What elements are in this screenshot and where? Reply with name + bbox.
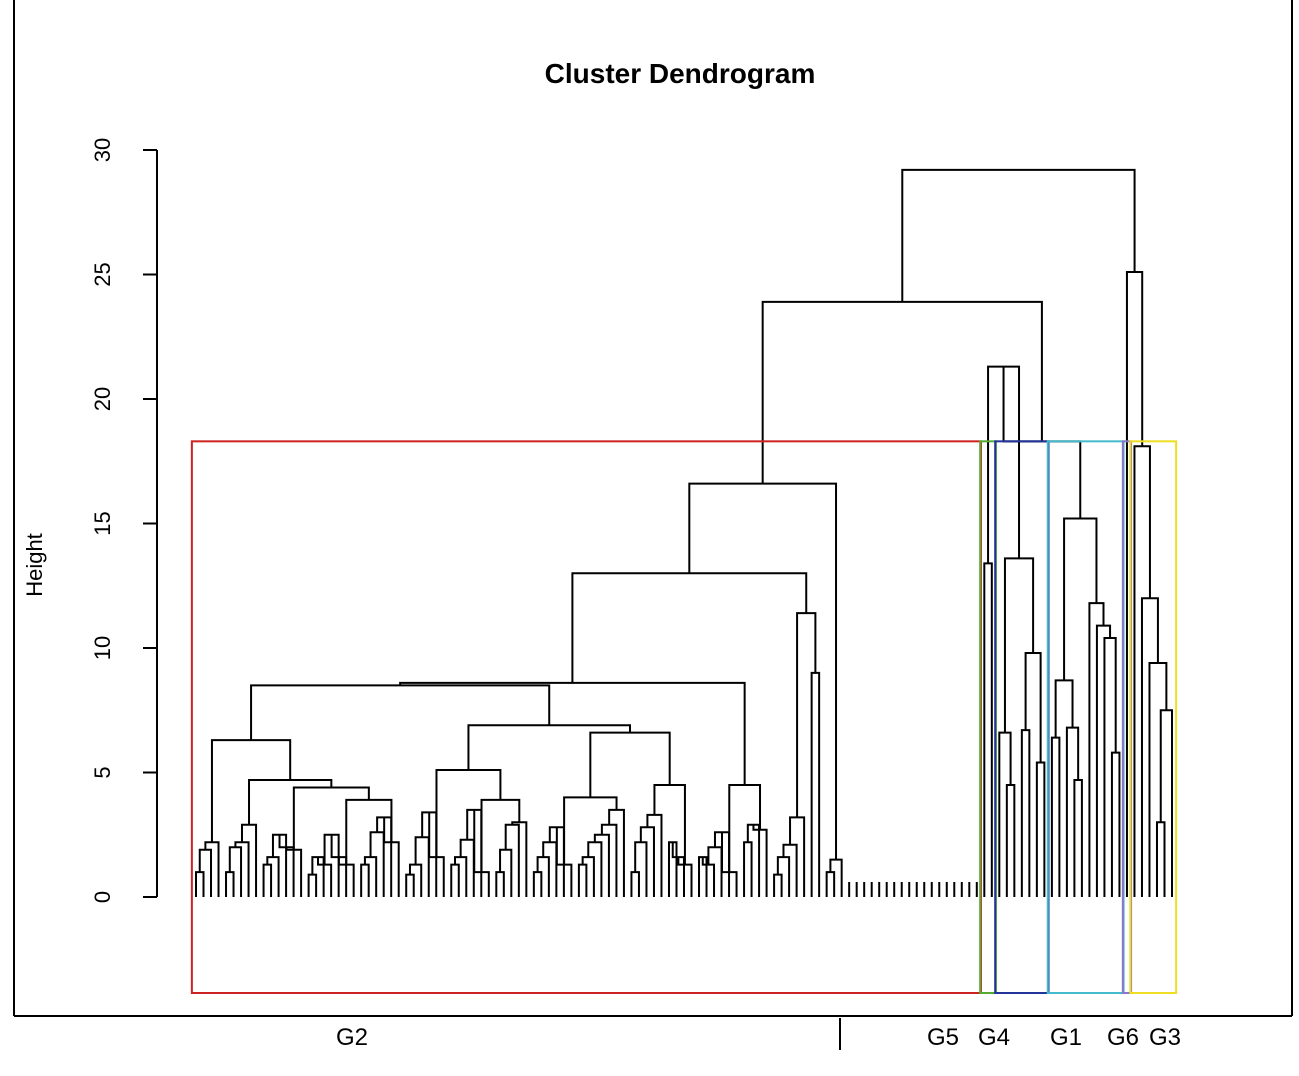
merge-branch <box>743 841 753 897</box>
merge-branch <box>195 871 205 897</box>
merge-branch <box>363 856 378 897</box>
y-tick-label-0: 0 <box>90 891 115 903</box>
merge-branch <box>901 168 1136 302</box>
merge-branch <box>1035 761 1046 897</box>
merge-branch <box>250 684 551 741</box>
merge-branch <box>1020 729 1031 897</box>
y-tick-label-30: 30 <box>90 138 115 162</box>
y-tick-label-10: 10 <box>90 636 115 660</box>
merge-branch <box>634 841 648 897</box>
merge-branch <box>210 739 292 843</box>
y-axis-label: Height <box>22 533 47 597</box>
chart-title: Cluster Dendrogram <box>545 58 816 89</box>
merge-branch <box>825 871 836 897</box>
y-tick-label-25: 25 <box>90 262 115 286</box>
merge-branch <box>1005 783 1016 897</box>
y-tick-label-5: 5 <box>90 766 115 778</box>
merge-branch <box>810 671 821 897</box>
merge-branch <box>1103 637 1117 897</box>
merge-branch <box>796 612 817 818</box>
merge-branch <box>1063 517 1098 681</box>
merge-branch <box>536 856 550 897</box>
merge-branch <box>581 856 595 897</box>
merge-branch <box>1065 726 1080 897</box>
merge-branch <box>589 731 671 798</box>
merge-branch <box>307 873 318 897</box>
merge-branch <box>450 863 460 897</box>
merge-branch <box>829 858 843 897</box>
merge-branch <box>532 871 543 897</box>
y-tick-label-20: 20 <box>90 387 115 411</box>
merge-branch <box>405 873 415 897</box>
merge-branch <box>773 873 783 897</box>
merge-branch <box>1155 821 1166 897</box>
merge-branch <box>1050 736 1061 897</box>
merge-branch <box>688 482 838 860</box>
merge-branch <box>577 863 588 897</box>
merge-branch <box>499 848 513 897</box>
merge-branch <box>1003 557 1035 733</box>
merge-branch <box>435 769 502 858</box>
merge-branch <box>198 848 213 897</box>
group-label-g1: G1 <box>1050 1024 1082 1051</box>
group-label-g3: G3 <box>1149 1024 1181 1051</box>
merge-branch <box>776 856 791 897</box>
cluster-boxes <box>190 440 1178 994</box>
merge-branch <box>1073 778 1083 897</box>
group-label-g5: G5 <box>927 1024 959 1051</box>
merge-branch <box>746 823 761 897</box>
y-tick-label-15: 15 <box>90 511 115 535</box>
cluster-box-g2 <box>190 440 982 994</box>
merge-branch <box>1159 709 1173 897</box>
merge-branch <box>998 731 1012 897</box>
merge-branch <box>266 856 280 897</box>
group-label-g4: G4 <box>978 1024 1010 1051</box>
merge-branch <box>262 863 273 897</box>
merge-branch <box>454 856 468 897</box>
merge-branch <box>983 562 993 897</box>
merge-branch <box>408 863 423 897</box>
merge-branch <box>571 572 808 683</box>
group-label-g6: G6 <box>1107 1024 1139 1051</box>
merge-branch <box>495 871 505 897</box>
cluster-box-g3 <box>1129 440 1178 994</box>
dendrogram-tree <box>195 168 1173 897</box>
merge-branch <box>1110 751 1121 897</box>
y-axis: 0 5 10 15 20 25 30 <box>90 138 158 903</box>
merge-branch <box>671 842 685 897</box>
merge-branch <box>225 871 235 897</box>
cluster-box-g1 <box>1046 440 1125 994</box>
group-label-g2: G2 <box>336 1024 368 1051</box>
merge-branch <box>630 871 640 897</box>
merge-branch <box>360 863 370 897</box>
group-labels: G2 G5 G4 G1 G6 G3 <box>336 1024 1181 1051</box>
merge-branch <box>1024 651 1042 763</box>
merge-branch <box>1054 679 1074 738</box>
merge-branch <box>761 300 1043 484</box>
